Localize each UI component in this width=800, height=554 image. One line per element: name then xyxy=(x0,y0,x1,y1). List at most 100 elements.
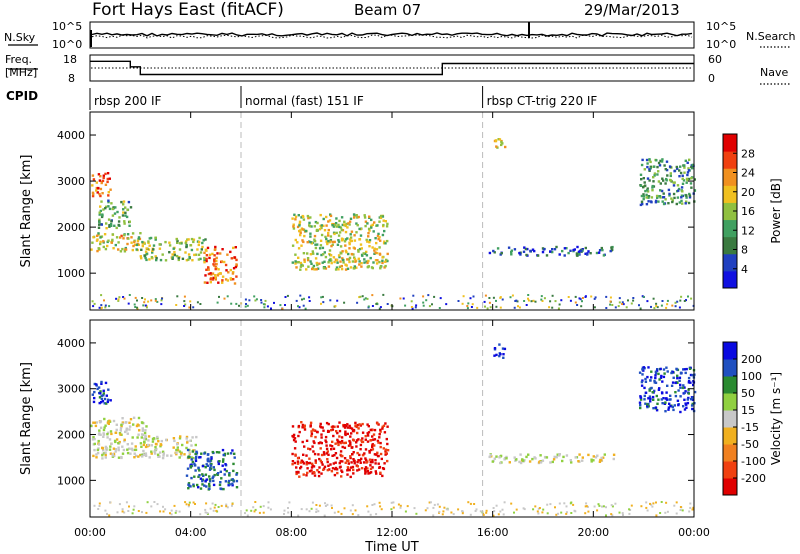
data-cell xyxy=(98,505,101,507)
data-cell xyxy=(509,296,512,299)
cpid-label: CPID xyxy=(6,89,38,103)
data-cell xyxy=(341,257,344,260)
data-cell xyxy=(525,253,528,257)
data-cell xyxy=(525,304,528,306)
data-cell xyxy=(686,398,689,401)
data-cell xyxy=(347,252,350,256)
data-cell xyxy=(100,382,103,385)
data-cell xyxy=(498,456,501,459)
data-cell xyxy=(368,451,371,454)
data-cell xyxy=(143,437,146,440)
data-cell xyxy=(148,456,151,459)
data-cell xyxy=(207,266,210,269)
data-cell xyxy=(658,164,662,167)
data-cell xyxy=(493,251,496,254)
data-cell xyxy=(291,460,295,463)
data-cell xyxy=(248,299,251,302)
data-cell xyxy=(332,240,335,244)
data-cell xyxy=(262,303,265,306)
data-cell xyxy=(306,471,309,475)
scatter-region xyxy=(493,138,507,149)
data-cell xyxy=(190,237,194,241)
data-cell xyxy=(358,459,362,462)
data-cell xyxy=(305,463,308,466)
data-cell xyxy=(384,264,387,268)
data-cell xyxy=(495,455,498,458)
data-cell xyxy=(99,209,102,213)
data-cell xyxy=(363,261,366,264)
y-tick-label: 3000 xyxy=(57,175,85,188)
data-cell xyxy=(190,476,193,480)
data-cell xyxy=(656,173,659,176)
data-cell xyxy=(358,296,361,299)
data-cell xyxy=(310,430,313,433)
data-cell xyxy=(528,460,532,463)
data-cell xyxy=(676,399,680,402)
data-cell xyxy=(204,479,207,483)
data-cell xyxy=(392,506,395,509)
data-cell xyxy=(100,235,104,238)
data-cell xyxy=(191,259,194,262)
data-cell xyxy=(414,306,417,309)
data-cell xyxy=(322,224,325,227)
data-cell xyxy=(115,423,118,426)
data-cell xyxy=(362,461,366,464)
data-cell xyxy=(344,230,348,234)
data-cell xyxy=(306,467,309,470)
data-cell xyxy=(158,243,161,246)
data-cell xyxy=(684,159,687,162)
data-cell xyxy=(370,226,373,229)
data-cell xyxy=(658,378,661,381)
cpid-segment-label: rbsp CT-trig 220 IF xyxy=(487,94,598,108)
data-cell xyxy=(132,423,135,426)
data-cell xyxy=(364,435,367,438)
data-cell xyxy=(488,297,491,299)
data-cell xyxy=(397,503,400,506)
data-cell xyxy=(551,306,554,309)
data-cell xyxy=(445,508,448,511)
data-cell xyxy=(665,501,668,504)
data-cell xyxy=(371,460,374,464)
data-cell xyxy=(142,304,145,307)
data-cell xyxy=(183,453,186,456)
data-cell xyxy=(297,261,300,264)
data-cell xyxy=(373,444,376,447)
data-cell xyxy=(98,220,101,224)
data-cell xyxy=(193,462,196,465)
data-cell xyxy=(499,510,502,513)
data-cell xyxy=(296,261,299,264)
data-cell xyxy=(294,440,297,443)
data-cell xyxy=(438,505,441,508)
colorbar-segment xyxy=(723,202,737,221)
data-cell xyxy=(151,440,155,443)
data-cell xyxy=(659,512,662,514)
data-cell xyxy=(208,478,212,481)
data-cell xyxy=(114,206,117,209)
data-cell xyxy=(349,266,353,269)
data-cell xyxy=(349,238,352,241)
data-cell xyxy=(188,306,191,309)
data-cell xyxy=(99,240,102,244)
data-cell xyxy=(316,263,319,267)
data-cell xyxy=(685,196,688,199)
data-cell xyxy=(338,429,342,433)
data-cell xyxy=(117,456,121,459)
data-cell xyxy=(677,389,680,392)
data-cell xyxy=(650,196,654,199)
data-cell xyxy=(655,394,658,398)
data-cell xyxy=(375,453,378,456)
data-cell xyxy=(299,233,302,237)
data-cell xyxy=(226,295,229,298)
data-cell xyxy=(369,428,372,432)
data-cell xyxy=(311,472,314,475)
data-cell xyxy=(670,197,673,200)
data-cell xyxy=(180,454,183,457)
data-cell xyxy=(667,188,671,192)
freq-label-1: Freq. xyxy=(5,53,32,66)
data-cell xyxy=(349,509,352,512)
y-axis-label: Slant Range [km] xyxy=(19,155,34,268)
data-cell xyxy=(680,295,683,298)
data-cell xyxy=(171,256,174,259)
data-cell xyxy=(664,401,667,404)
data-cell xyxy=(355,439,359,442)
